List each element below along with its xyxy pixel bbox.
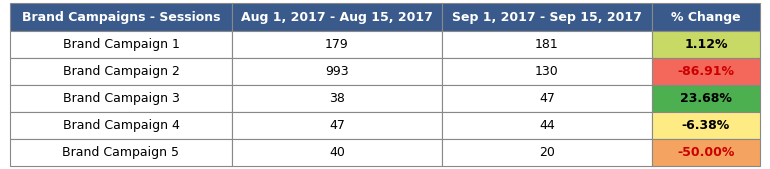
Bar (10, 31, 232, 58)
Bar (10, 112, 232, 139)
Text: Brand Campaign 3: Brand Campaign 3 (62, 92, 179, 105)
Text: 1.12%: 1.12% (685, 38, 728, 51)
Bar (232, 112, 442, 139)
Text: Aug 1, 2017 - Aug 15, 2017: Aug 1, 2017 - Aug 15, 2017 (241, 10, 433, 23)
Bar (10, 58, 232, 85)
Text: Brand Campaign 1: Brand Campaign 1 (62, 38, 179, 51)
Text: -50.00%: -50.00% (678, 146, 735, 159)
Bar (232, 31, 442, 58)
Bar (442, 112, 652, 139)
Bar (10, 3, 232, 31)
Text: 23.68%: 23.68% (680, 92, 732, 105)
Bar (442, 58, 652, 85)
Bar (652, 58, 760, 85)
Bar (652, 31, 760, 58)
Bar (442, 31, 652, 58)
Text: -6.38%: -6.38% (682, 119, 730, 132)
Text: 40: 40 (329, 146, 345, 159)
Text: Brand Campaign 4: Brand Campaign 4 (62, 119, 179, 132)
Bar (10, 85, 232, 112)
Bar (442, 3, 652, 31)
Text: Brand Campaigns - Sessions: Brand Campaigns - Sessions (22, 10, 220, 23)
Text: Brand Campaign 5: Brand Campaign 5 (62, 146, 179, 159)
Bar (652, 139, 760, 166)
Bar (232, 85, 442, 112)
Text: 44: 44 (539, 119, 555, 132)
Bar (232, 139, 442, 166)
Text: 130: 130 (535, 65, 559, 78)
Text: Sep 1, 2017 - Sep 15, 2017: Sep 1, 2017 - Sep 15, 2017 (452, 10, 642, 23)
Text: 38: 38 (329, 92, 345, 105)
Bar (232, 58, 442, 85)
Text: 47: 47 (329, 119, 345, 132)
Text: 181: 181 (535, 38, 559, 51)
Text: 993: 993 (325, 65, 349, 78)
Text: % Change: % Change (671, 10, 741, 23)
Bar (442, 85, 652, 112)
Text: Brand Campaign 2: Brand Campaign 2 (62, 65, 179, 78)
Bar (232, 3, 442, 31)
Text: -86.91%: -86.91% (678, 65, 735, 78)
Bar (652, 3, 760, 31)
Text: 179: 179 (325, 38, 349, 51)
Bar (10, 139, 232, 166)
Bar (652, 112, 760, 139)
Text: 47: 47 (539, 92, 555, 105)
Bar (442, 139, 652, 166)
Text: 20: 20 (539, 146, 555, 159)
Bar (652, 85, 760, 112)
